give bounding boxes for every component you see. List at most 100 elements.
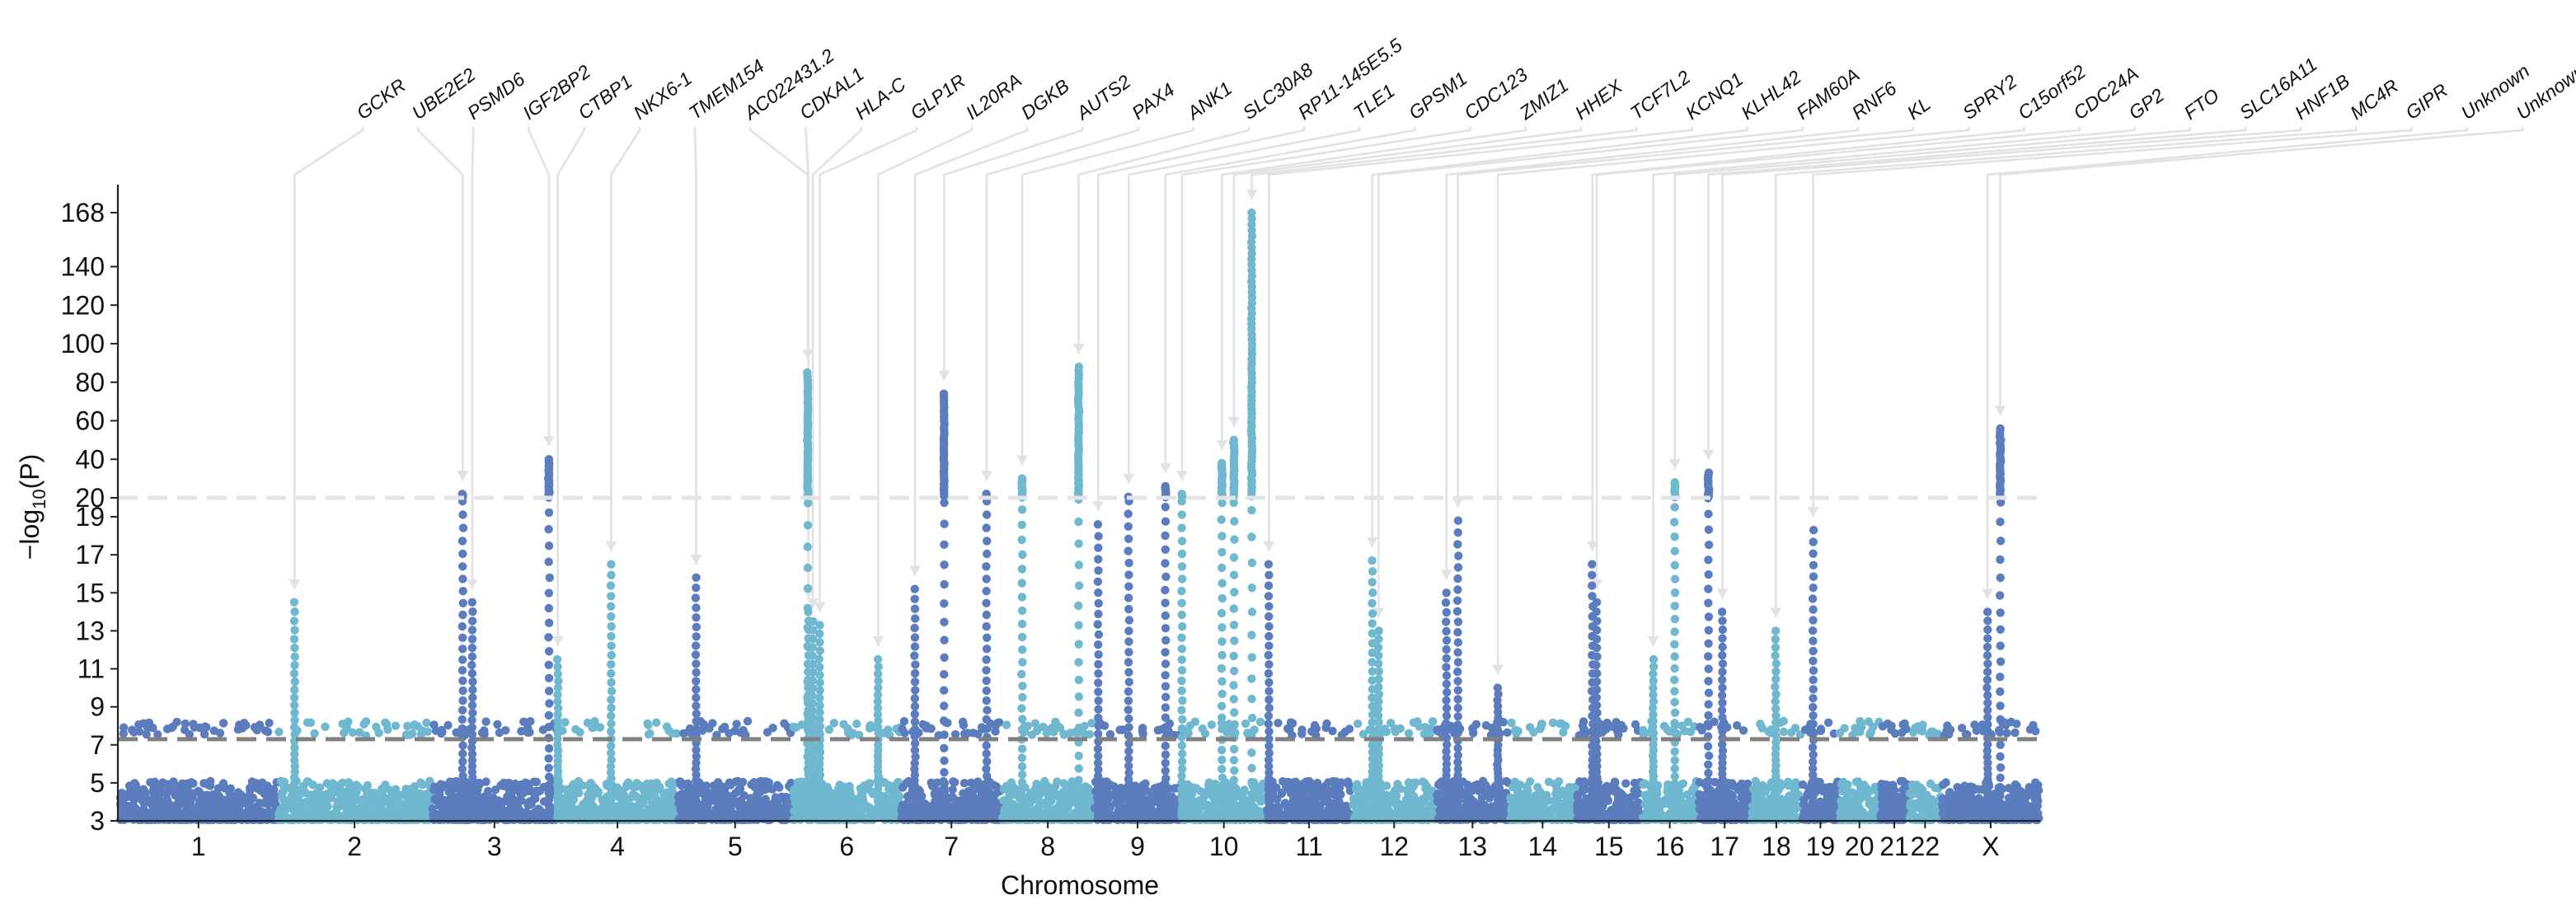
- snp-point: [167, 723, 176, 733]
- snp-point: [224, 804, 233, 813]
- gene-arrowhead: [814, 602, 826, 612]
- snp-point: [737, 778, 746, 788]
- snp-point: [584, 781, 593, 790]
- snp-point: [862, 804, 871, 813]
- snp-point: [1061, 796, 1070, 805]
- snp-point: [403, 721, 412, 731]
- snp-point: [1031, 811, 1041, 820]
- snp-point: [716, 815, 725, 824]
- snp-point: [1409, 718, 1419, 727]
- snp-point: [321, 806, 331, 816]
- snp-point: [503, 792, 512, 801]
- snp-point: [662, 794, 671, 804]
- snp-point: [958, 717, 968, 727]
- gene-leader-line: [811, 127, 862, 608]
- gene-leader-line: [1077, 127, 1250, 354]
- snp-point: [772, 780, 782, 790]
- snp-point: [1062, 785, 1071, 794]
- snp-point: [643, 719, 652, 729]
- gene-leader-line: [1591, 127, 2025, 551]
- snp-point: [119, 729, 128, 738]
- snp-point: [1053, 777, 1062, 786]
- snp-point: [894, 790, 903, 800]
- snp-point: [1328, 726, 1337, 736]
- snp-point: [1278, 815, 1287, 824]
- snp-point: [481, 792, 490, 801]
- gene-leader-line: [985, 127, 1139, 481]
- snp-point: [580, 799, 589, 808]
- snp-point: [768, 724, 777, 733]
- snp-point: [308, 814, 317, 824]
- gene-leader-line: [610, 127, 641, 551]
- snp-point: [519, 717, 528, 726]
- snp-point: [899, 717, 909, 726]
- snp-point: [310, 729, 319, 738]
- snp-point: [1297, 725, 1307, 734]
- snp-point: [1477, 793, 1487, 802]
- snp-point: [127, 804, 136, 813]
- snp-point: [627, 792, 636, 802]
- snp-point: [493, 719, 502, 729]
- gene-arrowhead: [1770, 607, 1782, 618]
- snp-point: [312, 789, 321, 798]
- snp-point: [574, 805, 583, 814]
- snp-point: [270, 797, 279, 807]
- snp-point: [1055, 723, 1065, 733]
- snp-point: [237, 724, 247, 733]
- snp-point: [1433, 725, 1442, 734]
- snp-point: [1039, 780, 1048, 790]
- snp-point: [220, 795, 230, 804]
- snp-point: [790, 794, 799, 803]
- gene-arrowhead: [807, 598, 819, 608]
- snp-point: [777, 792, 786, 801]
- gene-arrowhead: [980, 471, 992, 481]
- snp-point: [974, 777, 983, 786]
- snp-point: [789, 815, 798, 824]
- snp-point: [839, 799, 848, 808]
- snp-point: [1503, 728, 1512, 737]
- snp-point: [822, 813, 832, 822]
- snp-point: [430, 783, 439, 792]
- snp-point: [377, 806, 386, 815]
- snp-point: [1040, 799, 1049, 808]
- snp-point: [1421, 793, 1431, 802]
- gene-arrowhead: [908, 565, 921, 576]
- snp-point: [644, 729, 654, 739]
- snp-point: [950, 729, 960, 739]
- snp-point: [378, 790, 387, 799]
- snp-point: [792, 786, 801, 796]
- snp-point: [127, 725, 137, 734]
- gene-leader-line: [1445, 127, 1860, 580]
- snp-point: [1147, 791, 1157, 800]
- snp-point: [960, 794, 969, 803]
- snp-point: [215, 729, 225, 738]
- snp-point: [263, 727, 273, 737]
- snp-point: [1033, 724, 1042, 734]
- gene-leader-line: [748, 127, 809, 360]
- snp-point: [182, 779, 191, 788]
- snp-point: [839, 719, 848, 729]
- snp-point: [172, 717, 181, 727]
- snp-point: [763, 799, 773, 809]
- snp-point: [378, 783, 388, 793]
- snp-point: [789, 722, 798, 732]
- gene-leader-line: [1371, 127, 1748, 548]
- snp-point: [337, 787, 346, 796]
- snp-point: [298, 781, 307, 791]
- snp-point: [119, 723, 129, 732]
- snp-point: [326, 783, 335, 792]
- gene-leader-line: [293, 127, 364, 589]
- snp-point: [744, 810, 753, 819]
- snp-point: [437, 725, 446, 735]
- gene-leader-line: [1221, 127, 1527, 450]
- snp-point: [1084, 784, 1093, 793]
- snp-point: [354, 783, 364, 792]
- snp-point: [528, 813, 537, 822]
- snp-point: [158, 778, 167, 787]
- snp-points: [115, 208, 2043, 824]
- gene-leader-line: [913, 127, 1029, 576]
- snp-point: [974, 729, 983, 738]
- snp-point: [425, 776, 434, 785]
- snp-point: [963, 729, 973, 738]
- gene-arrowhead: [1246, 190, 1258, 200]
